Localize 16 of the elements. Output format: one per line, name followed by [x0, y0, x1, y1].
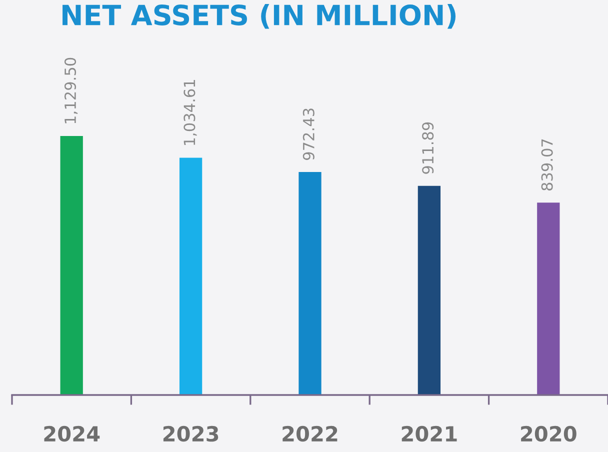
x-tick-label: 2023 [163, 426, 218, 442]
bar [60, 136, 83, 395]
x-tick-label: 2021 [402, 426, 457, 442]
bar [179, 158, 202, 395]
bar [418, 186, 441, 395]
x-tick-label: 2020 [521, 426, 576, 442]
chart-title: NET ASSETS (IN MILLION) [62, 4, 456, 29]
x-tick-label: 2022 [282, 426, 338, 442]
data-label: 1,129.50 [64, 58, 78, 124]
data-label: 839.07 [541, 139, 553, 190]
x-tick-label: 2024 [44, 426, 100, 442]
bar [537, 202, 560, 395]
bar [298, 172, 322, 395]
data-label: 911.89 [422, 122, 434, 174]
data-label: 972.43 [302, 108, 314, 160]
data-label: 1,034.61 [184, 80, 197, 145]
